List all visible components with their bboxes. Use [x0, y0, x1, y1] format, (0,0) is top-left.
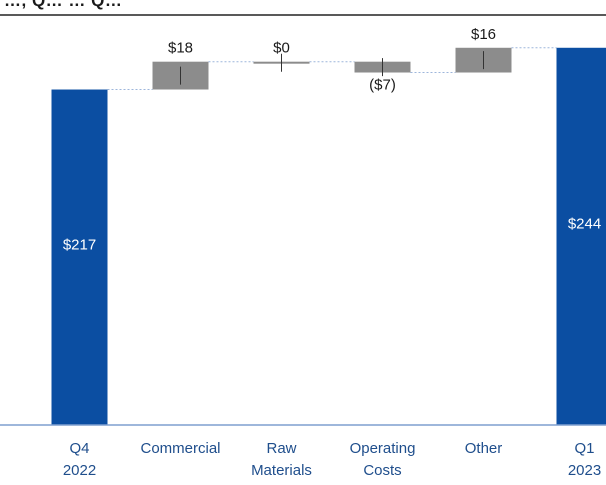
category-label-line: Costs	[363, 462, 401, 479]
category-label-line: Other	[465, 440, 503, 457]
data-label: $0	[273, 40, 290, 57]
category-label-line: Operating	[350, 440, 416, 457]
category-label: Q4 2022	[63, 440, 96, 479]
category-label-line: 2023	[568, 462, 601, 479]
category-label-line: Commercial	[140, 440, 220, 457]
category-label-line: 2022	[63, 462, 96, 479]
data-label: $18	[168, 40, 193, 57]
chart-title-strip: …, Q… … Q…	[0, 0, 606, 16]
total-bar	[556, 47, 606, 425]
category-label-line: Q1	[574, 440, 594, 457]
category-label: Commercial	[140, 440, 220, 457]
data-label: $217	[63, 236, 96, 253]
data-label: ($7)	[369, 77, 396, 94]
category-label: Q1 2023	[568, 440, 601, 479]
category-label-line: Raw	[266, 440, 296, 457]
category-label-line: Q4	[69, 440, 89, 457]
title-rule	[0, 14, 606, 16]
total-bar	[51, 89, 108, 425]
category-label-line: Materials	[251, 462, 312, 479]
chart-title: …, Q… … Q…	[4, 0, 123, 10]
data-label: $244	[568, 215, 601, 232]
category-label: Raw Materials	[251, 440, 312, 479]
data-label: $16	[471, 26, 496, 43]
category-label: Operating Costs	[350, 440, 416, 479]
category-label: Other	[465, 440, 503, 457]
